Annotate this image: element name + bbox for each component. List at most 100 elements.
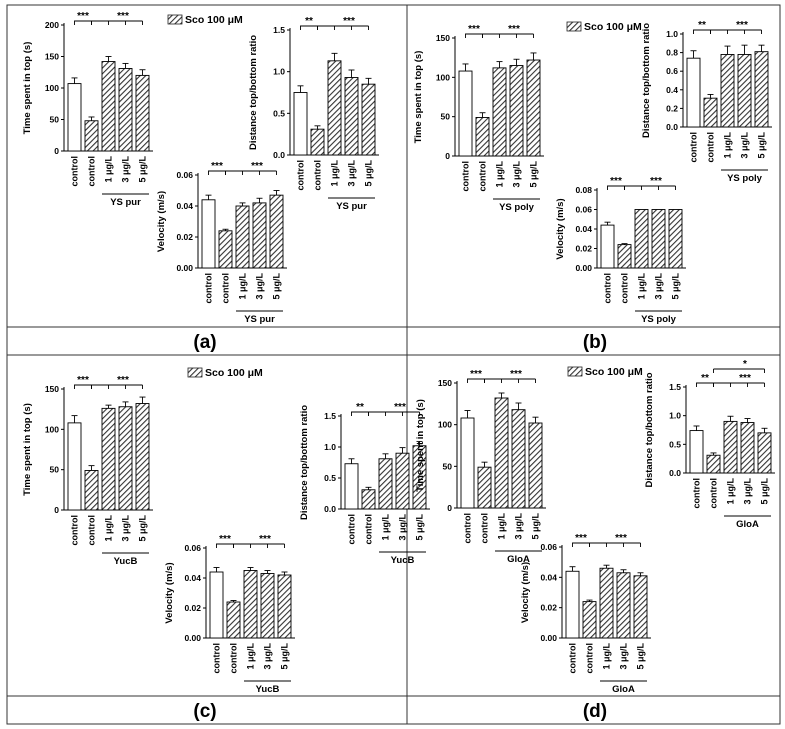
x-tick-label: 1 μg/L (726, 478, 736, 505)
bar-2 (310, 128, 325, 156)
y-tick-label: 150 (436, 33, 450, 43)
y-tick-label: 50 (50, 465, 60, 475)
y-axis-title: Time spent in top (s) (413, 51, 424, 144)
chart-d-3: 0.00 0.02 0.04 0.06 Velocity (m/s) control con… (520, 533, 651, 695)
y-axis-title: Time spent in top (s) (22, 42, 33, 135)
sig-label: *** (610, 176, 622, 187)
y-tick-label: 0.04 (540, 572, 557, 582)
panel-label-c: (c) (193, 701, 216, 722)
x-tick-label: 3 μg/L (255, 273, 265, 300)
bar-5 (633, 575, 648, 639)
legend-swatch (167, 14, 183, 25)
bar-2 (582, 601, 597, 639)
bar-1 (600, 224, 615, 269)
y-tick-label: 0.5 (324, 473, 336, 483)
y-tick-label: 0.2 (666, 103, 678, 113)
x-tick-label: 3 μg/L (743, 478, 753, 505)
sig-label: ** (701, 373, 709, 384)
y-tick-label: 0.0 (666, 122, 678, 132)
y-tick-label: 200 (45, 20, 59, 30)
x-tick-label: control (364, 514, 374, 545)
bar-1 (67, 83, 82, 152)
sig-label: ** (698, 20, 706, 31)
bar-1 (67, 422, 82, 511)
x-tick-label: 3 μg/L (121, 156, 131, 183)
x-tick-label: 3 μg/L (654, 273, 664, 300)
y-tick-label: 1.0 (324, 442, 336, 452)
sig-label: * (743, 359, 747, 370)
x-tick-label: 5 μg/L (760, 478, 770, 505)
x-tick-label: 1 μg/L (723, 132, 733, 159)
y-tick-label: 0.8 (666, 48, 678, 58)
bar-4 (511, 409, 526, 509)
bar-4 (118, 68, 133, 152)
chart-b-1: 0 50 100 150 Time spent in top (s) control con… (413, 24, 544, 213)
y-tick-label: 0.00 (184, 633, 201, 643)
x-tick-label: control (296, 160, 306, 191)
bar-3 (634, 209, 649, 269)
y-axis-title: Time spent in top (s) (415, 399, 426, 492)
bar-5 (668, 209, 683, 269)
y-tick-label: 0 (447, 503, 452, 513)
sig-label: *** (615, 533, 627, 544)
y-tick-label: 100 (45, 424, 59, 434)
x-tick-label: 3 μg/L (619, 643, 629, 670)
sig-label: *** (470, 369, 482, 380)
y-axis-title: Velocity (m/s) (156, 191, 167, 252)
y-tick-label: 50 (50, 115, 60, 125)
x-tick-label: control (709, 478, 719, 509)
legend-text: Sco 100 μM (585, 366, 643, 378)
y-axis-title: Velocity (m/s) (164, 562, 175, 623)
bar-3 (101, 407, 116, 511)
group-label: YucB (114, 556, 138, 567)
bar-3 (378, 458, 393, 510)
x-tick-label: 5 μg/L (364, 160, 374, 187)
sig-label: *** (650, 176, 662, 187)
chart-c-2: 0.0 0.5 1.0 1.5 Distance top/bottom ratio con… (299, 402, 430, 566)
bar-3 (327, 60, 342, 156)
y-axis-title: Distance top/bottom ratio (641, 23, 652, 138)
x-tick-label: 3 μg/L (347, 160, 357, 187)
sig-label: *** (394, 402, 406, 413)
y-axis-title: Velocity (m/s) (555, 198, 566, 259)
x-tick-label: control (585, 643, 595, 674)
x-tick-label: 1 μg/L (495, 161, 505, 188)
bar-1 (201, 199, 216, 269)
y-tick-label: 0.0 (324, 504, 336, 514)
bar-3 (492, 67, 507, 157)
y-tick-label: 0.02 (540, 603, 557, 613)
y-tick-label: 100 (438, 420, 452, 430)
legend-text: Sco 100 μM (205, 367, 263, 379)
bar-2 (617, 244, 632, 269)
legend-text: Sco 100 μM (185, 14, 243, 26)
x-tick-label: 3 μg/L (398, 514, 408, 541)
x-tick-label: control (347, 514, 357, 545)
group-label: YucB (256, 684, 280, 695)
y-tick-label: 0.04 (184, 573, 201, 583)
y-tick-label: 1.0 (666, 29, 678, 39)
bar-1 (686, 57, 701, 128)
bar-2 (218, 230, 233, 269)
bar-2 (475, 117, 490, 157)
x-tick-label: control (463, 513, 473, 544)
legend-c: Sco 100 μM (187, 367, 263, 379)
bar-5 (528, 422, 543, 509)
y-tick-label: 0.0 (273, 150, 285, 160)
x-tick-label: 5 μg/L (529, 161, 539, 188)
x-tick-label: control (480, 513, 490, 544)
sig-label: *** (510, 369, 522, 380)
x-tick-label: control (87, 156, 97, 187)
y-axis-title: Velocity (m/s) (520, 562, 531, 623)
y-tick-label: 0.02 (184, 603, 201, 613)
chart-c-3: 0.00 0.02 0.04 0.06 Velocity (m/s) control con… (164, 534, 295, 695)
chart-a-2: 0.0 0.5 1.0 1.5 Distance top/bottom ratio con… (248, 16, 379, 212)
sig-label: *** (219, 534, 231, 545)
bar-5 (277, 574, 292, 639)
y-tick-label: 150 (45, 384, 59, 394)
bar-4 (737, 54, 752, 128)
y-tick-label: 1.0 (273, 67, 285, 77)
bar-3 (243, 570, 258, 639)
y-axis-title: Distance top/bottom ratio (644, 372, 655, 487)
bar-3 (723, 420, 738, 474)
x-tick-label: control (313, 160, 323, 191)
